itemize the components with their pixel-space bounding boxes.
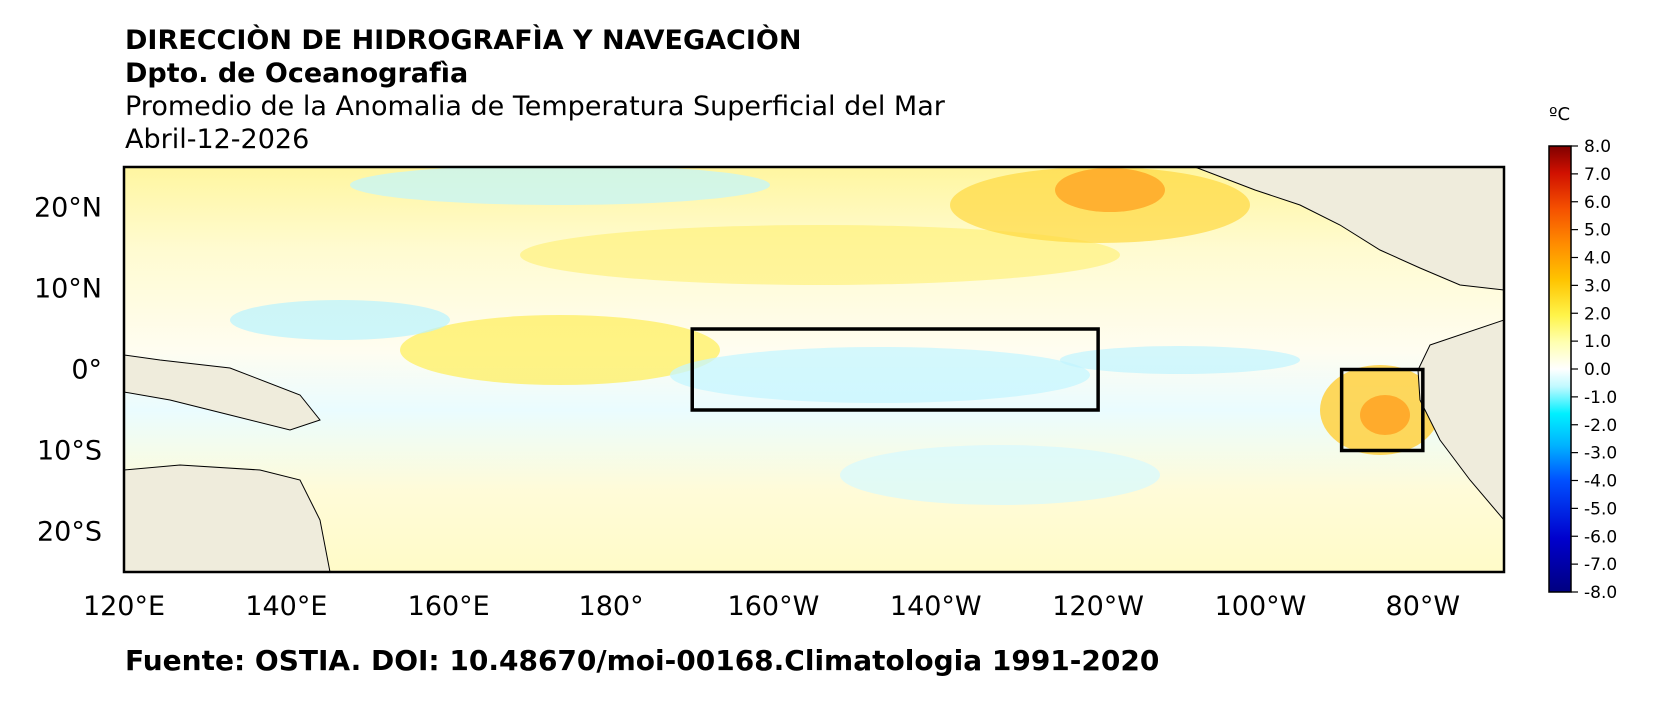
colorbar-tick-label: -7.0 — [1584, 555, 1617, 575]
lat-label: 10°S — [37, 436, 102, 467]
colorbar-tick-label: -8.0 — [1584, 583, 1617, 603]
lon-label: 80°W — [1386, 591, 1461, 622]
lon-label: 120°W — [1052, 591, 1144, 622]
colorbar-tick-label: 5.0 — [1584, 221, 1611, 241]
colorbar-tick-label: 1.0 — [1584, 332, 1611, 352]
lon-label: 140°W — [890, 591, 982, 622]
source-note: Fuente: OSTIA. DOI: 10.48670/moi-00168.C… — [125, 644, 1160, 677]
latitude-labels: 20°N 10°N 0° 10°S 20°S — [34, 193, 102, 548]
title-block: DIRECCIÒN DE HIDROGRAFÌA Y NAVEGACIÒN Dp… — [125, 24, 945, 156]
land-south-america — [1417, 319, 1504, 521]
lon-label: 160°W — [728, 591, 820, 622]
lat-label: 10°N — [34, 274, 102, 305]
colorbar-tick-label: -1.0 — [1584, 388, 1617, 408]
lat-label: 20°N — [34, 193, 102, 224]
lon-label: 180° — [579, 591, 644, 622]
colorbar-tick-label: -4.0 — [1584, 472, 1617, 492]
land-australia — [124, 464, 331, 572]
colorbar-tick-label: 6.0 — [1584, 193, 1611, 213]
region-box-1 — [1339, 367, 1425, 453]
colorbar-ramp — [1548, 145, 1572, 593]
lon-label: 160°E — [408, 591, 490, 622]
land-north-america — [1194, 167, 1504, 291]
region-box-0 — [690, 327, 1100, 412]
map-frame — [122, 165, 1506, 574]
colorbar-tick-label: -2.0 — [1584, 416, 1617, 436]
longitude-labels: 120°E 140°E 160°E 180° 160°W 140°W 120°W 100°W 8… — [83, 591, 1460, 622]
lon-label: 140°E — [245, 591, 327, 622]
colorbar-tick-label: 2.0 — [1584, 304, 1611, 324]
colorbar-tick-label: -5.0 — [1584, 499, 1617, 519]
map-date: Abril-12-2026 — [125, 124, 310, 155]
land-new-guinea — [124, 354, 321, 431]
colorbar-tick-label: 7.0 — [1584, 165, 1611, 185]
colorbar-tick-label: -3.0 — [1584, 444, 1617, 464]
colorbar-tick-label: 4.0 — [1584, 249, 1611, 269]
lat-label: 0° — [71, 355, 102, 386]
agency-title: DIRECCIÒN DE HIDROGRAFÌA Y NAVEGACIÒN — [125, 25, 802, 56]
map-title: Promedio de la Anomalia de Temperatura S… — [125, 91, 945, 122]
map-field — [124, 167, 1504, 572]
colorbar-tick-label: 0.0 — [1584, 360, 1611, 380]
colorbar-tick-label: 3.0 — [1584, 276, 1611, 296]
lon-label: 120°E — [83, 591, 165, 622]
lon-label: 100°W — [1215, 591, 1307, 622]
lat-label: 20°S — [37, 517, 102, 548]
department-title: Dpto. de Oceanografìa — [125, 58, 469, 89]
colorbar: 8.0 7.0 6.0 5.0 4.0 3.0 2.0 1.0 0.0 -1.0 -2.0 -3.0 -… — [1548, 137, 1617, 603]
nino-region-boxes — [690, 327, 1425, 453]
colorbar-tick-label: -6.0 — [1584, 527, 1617, 547]
colorbar-tick-label: 8.0 — [1584, 137, 1611, 157]
colorbar-unit: ºC — [1549, 104, 1571, 125]
